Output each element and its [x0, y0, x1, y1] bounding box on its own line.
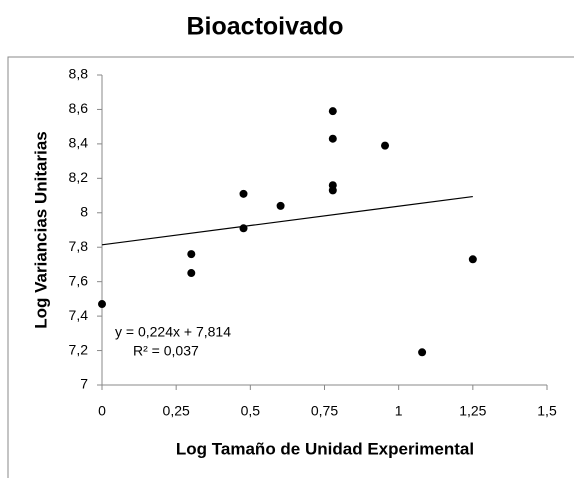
- y-tick-label: 8,4: [69, 135, 89, 151]
- x-tick-label: 0,5: [241, 403, 261, 419]
- point: [187, 269, 196, 278]
- x-axis-label: Log Tamaño de Unidad Experimental: [176, 439, 474, 458]
- y-tick-label: 7,8: [69, 238, 89, 254]
- y-axis-label: Log Variancias Unitarias: [31, 131, 50, 328]
- point: [328, 186, 337, 195]
- trendline-equation: y = 0,224x + 7,814: [115, 324, 231, 340]
- point: [468, 255, 477, 264]
- x-tick-label: 0,25: [163, 403, 190, 419]
- x-tick-label: 0,75: [311, 403, 338, 419]
- point: [239, 189, 248, 198]
- y-tick-label: 8,8: [69, 66, 89, 82]
- y-tick-label: 8: [80, 203, 88, 219]
- x-tick-label: 0: [98, 403, 106, 419]
- point: [276, 201, 285, 210]
- y-tick-label: 7,2: [69, 341, 89, 357]
- point: [239, 224, 248, 233]
- y-tick-label: 7,6: [69, 272, 89, 288]
- point: [381, 141, 390, 150]
- trendline: [101, 195, 473, 246]
- y-tick-label: 8,6: [69, 100, 89, 116]
- point: [328, 134, 337, 143]
- point: [98, 300, 106, 309]
- point: [418, 348, 427, 357]
- trendline-r-squared: R² = 0,037: [133, 343, 199, 359]
- y-tick-label: 7,4: [69, 307, 89, 323]
- y-tick-label: 7: [80, 376, 88, 392]
- x-tick-label: 1: [395, 403, 403, 419]
- x-tick-label: 1,5: [537, 403, 557, 419]
- point: [328, 107, 337, 116]
- chart-title: Bioactoivado: [187, 13, 344, 41]
- chart-border: [7, 56, 574, 478]
- y-tick-label: 8,2: [69, 169, 89, 185]
- x-tick-label: 1,25: [459, 403, 486, 419]
- point: [187, 250, 196, 259]
